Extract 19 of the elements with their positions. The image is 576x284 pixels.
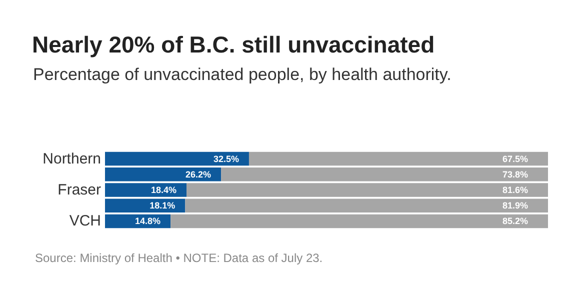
data-label: 67.5%	[502, 154, 528, 164]
bar	[105, 152, 249, 166]
data-label: 81.6%	[502, 185, 528, 195]
bar	[248, 152, 548, 166]
data-label: 81.9%	[502, 200, 528, 211]
data-label: 18.4%	[150, 185, 177, 195]
y-tick-label: Northern	[42, 150, 101, 168]
data-label: 73.8%	[502, 169, 528, 180]
chart-subtitle: Percentage of unvaccinated people, by health authority.	[33, 65, 452, 84]
data-label: 14.8%	[135, 216, 161, 226]
source-note: Source: Ministry of Health • NOTE: Data as of July 23.	[35, 251, 323, 265]
data-label: 26.2%	[186, 169, 212, 180]
data-label: 32.5%	[213, 154, 239, 164]
bar	[170, 214, 548, 228]
y-tick-label: Fraser	[58, 182, 101, 198]
y-tick-label: VCH	[69, 212, 101, 230]
data-label: 85.2%	[502, 216, 528, 226]
data-label: 18.1%	[150, 200, 176, 211]
chart-title: Nearly 20% of B.C. still unvaccinated	[32, 32, 435, 58]
